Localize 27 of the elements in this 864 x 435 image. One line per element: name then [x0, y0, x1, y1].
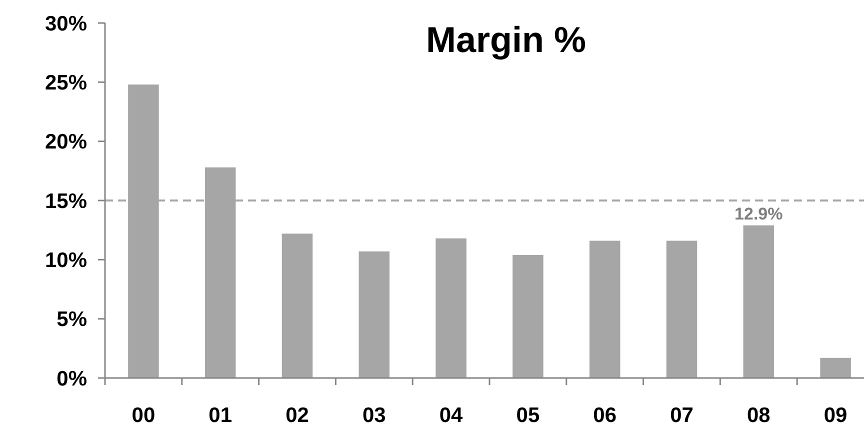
y-tick-label: 10% [44, 249, 88, 272]
x-tick-label: 03 [362, 404, 386, 427]
bar [512, 254, 544, 378]
x-tick-label: 09 [824, 404, 848, 427]
bar [820, 358, 851, 378]
bar [436, 238, 466, 378]
bar [589, 240, 620, 378]
x-tick-label: 04 [439, 404, 464, 427]
y-tick-label: 20% [44, 130, 88, 154]
x-tick-label: 00 [132, 404, 156, 427]
data-label: 12.9% [734, 204, 783, 224]
x-tick-label: 02 [286, 404, 309, 427]
x-tick-label: 07 [670, 404, 694, 427]
bar [666, 240, 698, 378]
y-tick-label: 15% [44, 190, 88, 213]
x-tick-label: 06 [593, 404, 617, 427]
y-tick-label: 25% [44, 72, 88, 95]
bar [282, 234, 313, 378]
x-tick-label: 08 [746, 404, 771, 427]
x-tick-label: 01 [208, 404, 232, 427]
bar [358, 251, 390, 378]
bar [743, 225, 774, 378]
chart-title: Margin % [426, 19, 586, 60]
x-tick-label: 05 [516, 404, 540, 427]
y-tick-label: 30% [44, 12, 88, 36]
y-tick-label: 5% [56, 308, 88, 332]
y-tick-label: 0% [56, 367, 88, 390]
